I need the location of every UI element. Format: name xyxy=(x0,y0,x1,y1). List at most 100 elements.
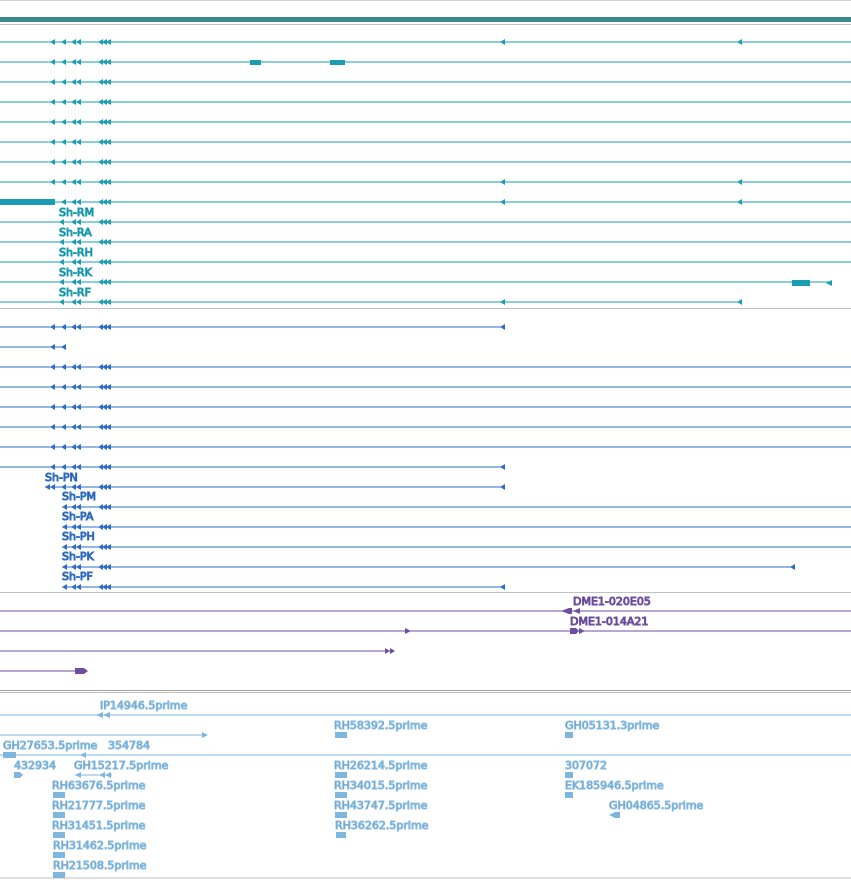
est-label-rh21777[interactable]: RH21777.5prime xyxy=(52,799,147,813)
protein-domain[interactable] xyxy=(790,564,795,570)
transcript-exon[interactable] xyxy=(71,299,76,305)
est-feature[interactable] xyxy=(565,772,573,778)
protein-domain[interactable] xyxy=(106,404,111,410)
est-label-ip14946[interactable]: IP14946.5prime xyxy=(100,699,189,713)
transcript-exon[interactable] xyxy=(106,159,111,165)
protein-domain[interactable] xyxy=(71,444,76,450)
transcript-exon[interactable] xyxy=(102,259,107,265)
protein-label-sh-pm[interactable]: Sh-PM xyxy=(62,490,97,504)
protein-domain[interactable] xyxy=(76,444,81,450)
transcript-exon[interactable] xyxy=(71,259,76,265)
protein-domain[interactable] xyxy=(98,524,103,530)
transcript-exon[interactable] xyxy=(50,159,55,165)
transcript-exon[interactable] xyxy=(102,299,107,305)
est-feature[interactable] xyxy=(53,872,65,878)
transcript-exon[interactable] xyxy=(50,119,55,125)
protein-domain[interactable] xyxy=(106,464,111,470)
transcript-exon[interactable] xyxy=(76,179,81,185)
est-label-gh05131[interactable]: GH05131.3prime xyxy=(565,719,661,733)
protein-label-sh-pn[interactable]: Sh-PN xyxy=(45,471,79,485)
protein-domain[interactable] xyxy=(62,544,67,550)
protein-domain[interactable] xyxy=(71,464,76,470)
transcript-exon[interactable] xyxy=(737,199,742,205)
transcript-exon[interactable] xyxy=(71,139,76,145)
transcript-exon[interactable] xyxy=(102,239,107,245)
transcript-exon[interactable] xyxy=(102,99,107,105)
transcript-exon[interactable] xyxy=(102,119,107,125)
transcript-exon[interactable] xyxy=(61,79,66,85)
est-feature[interactable] xyxy=(103,712,110,718)
protein-domain[interactable] xyxy=(106,424,111,430)
protein-domain[interactable] xyxy=(500,584,505,590)
transcript-exon[interactable] xyxy=(102,179,107,185)
protein-domain[interactable] xyxy=(76,564,81,570)
transcript-exon[interactable] xyxy=(737,39,742,45)
transcript-exon[interactable] xyxy=(71,79,76,85)
protein-domain[interactable] xyxy=(98,404,103,410)
transcript-exon[interactable] xyxy=(61,59,66,65)
transcript-exon[interactable] xyxy=(98,179,103,185)
protein-domain[interactable] xyxy=(76,544,81,550)
est-label-rh63676[interactable]: RH63676.5prime xyxy=(52,779,147,793)
transcript-exon[interactable] xyxy=(50,139,55,145)
protein-domain[interactable] xyxy=(102,364,107,370)
transcript-exon[interactable] xyxy=(102,279,107,285)
protein-domain[interactable] xyxy=(98,364,103,370)
protein-domain[interactable] xyxy=(61,404,66,410)
protein-domain[interactable] xyxy=(76,404,81,410)
transcript-exon[interactable] xyxy=(59,279,64,285)
est-feature[interactable] xyxy=(609,812,620,818)
transcript-exon[interactable] xyxy=(106,239,111,245)
protein-domain[interactable] xyxy=(106,384,111,390)
transcript-exon[interactable] xyxy=(106,139,111,145)
transcript-exon[interactable] xyxy=(61,139,66,145)
protein-domain[interactable] xyxy=(50,484,55,490)
est-label-gh04865[interactable]: GH04865.5prime xyxy=(609,799,705,813)
transcript-exon[interactable] xyxy=(98,259,103,265)
protein-domain[interactable] xyxy=(62,584,67,590)
transcript-exon[interactable] xyxy=(792,280,810,286)
est-label-rh58392[interactable]: RH58392.5prime xyxy=(334,719,429,733)
transcript-exon[interactable] xyxy=(50,79,55,85)
protein-domain[interactable] xyxy=(76,464,81,470)
protein-domain[interactable] xyxy=(102,444,107,450)
protein-label-sh-pa[interactable]: Sh-PA xyxy=(62,510,95,524)
protein-domain[interactable] xyxy=(98,584,103,590)
transcript-exon[interactable] xyxy=(76,279,81,285)
transcript-exon[interactable] xyxy=(98,299,103,305)
transcript-exon[interactable] xyxy=(76,159,81,165)
protein-domain[interactable] xyxy=(50,384,55,390)
transcript-exon[interactable] xyxy=(98,279,103,285)
protein-domain[interactable] xyxy=(61,444,66,450)
transcript-exon[interactable] xyxy=(106,259,111,265)
protein-domain[interactable] xyxy=(76,504,81,510)
protein-domain[interactable] xyxy=(106,504,111,510)
transcript-exon[interactable] xyxy=(98,39,103,45)
protein-domain[interactable] xyxy=(98,384,103,390)
transcript-exon[interactable] xyxy=(102,39,107,45)
transcript-exon[interactable] xyxy=(106,179,111,185)
protein-domain[interactable] xyxy=(102,384,107,390)
transcript-exon[interactable] xyxy=(98,219,103,225)
protein-domain[interactable] xyxy=(102,544,107,550)
transcript-exon[interactable] xyxy=(76,199,81,205)
protein-domain[interactable] xyxy=(50,444,55,450)
transcript-label-sh-ra[interactable]: Sh-RA xyxy=(59,226,93,240)
transcript-exon[interactable] xyxy=(102,79,107,85)
est-feature[interactable] xyxy=(3,752,16,758)
transcript-exon[interactable] xyxy=(50,179,55,185)
transcript-exon[interactable] xyxy=(71,219,76,225)
transcript-exon[interactable] xyxy=(61,39,66,45)
protein-domain[interactable] xyxy=(50,464,55,470)
protein-domain[interactable] xyxy=(71,404,76,410)
est-feature[interactable] xyxy=(96,712,103,718)
transcript-exon[interactable] xyxy=(102,139,107,145)
protein-domain[interactable] xyxy=(71,564,76,570)
transcript-label-sh-rk[interactable]: Sh-RK xyxy=(59,266,94,280)
clone-label-dme1-020e05[interactable]: DME1-020E05 xyxy=(573,595,652,609)
transcript-exon[interactable] xyxy=(61,99,66,105)
est-label-rh43747[interactable]: RH43747.5prime xyxy=(334,799,429,813)
est-label-rh31462[interactable]: RH31462.5prime xyxy=(53,839,148,853)
est-feature[interactable] xyxy=(335,772,347,778)
transcript-exon[interactable] xyxy=(76,119,81,125)
